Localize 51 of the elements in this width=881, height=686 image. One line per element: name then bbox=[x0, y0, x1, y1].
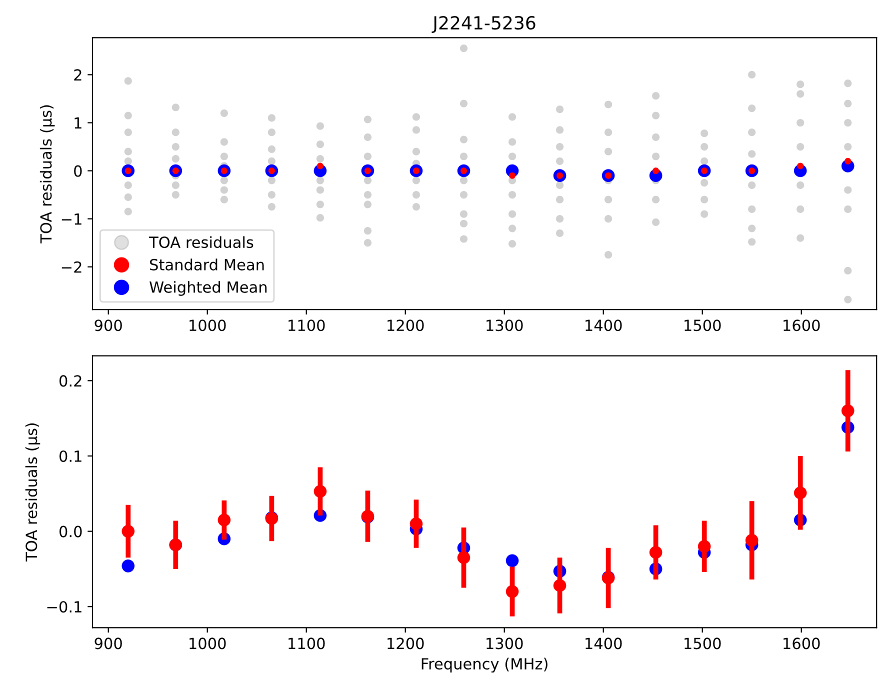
x-tick-label: 900 bbox=[94, 320, 122, 332]
point bbox=[410, 517, 423, 530]
y-tick-label: −0.1 bbox=[47, 601, 82, 613]
point bbox=[506, 585, 519, 598]
x-axis-title: Frequency (MHz) bbox=[422, 658, 548, 673]
point bbox=[509, 172, 516, 179]
point bbox=[652, 168, 660, 174]
x-tick-label: 1300 bbox=[486, 320, 523, 332]
point bbox=[698, 540, 711, 553]
y-tick-label: −2 bbox=[62, 261, 82, 273]
x-tick-label: 1500 bbox=[684, 638, 721, 650]
point bbox=[316, 162, 324, 170]
x-tick-label: 1200 bbox=[388, 320, 424, 332]
x-tick-label: 1600 bbox=[784, 638, 820, 650]
point bbox=[844, 158, 852, 164]
point bbox=[218, 514, 231, 526]
point bbox=[122, 560, 135, 572]
y-tick-label: 0 bbox=[74, 165, 82, 177]
x-tick-label: 1100 bbox=[288, 320, 325, 332]
x-tick-label: 1300 bbox=[486, 638, 523, 650]
x-tick-label: 1000 bbox=[190, 320, 226, 332]
y-tick-label: 1 bbox=[74, 117, 82, 129]
x-tick-label: 1200 bbox=[388, 638, 424, 650]
x-tick-label: 900 bbox=[94, 638, 122, 650]
y-axis-title: TOA residuals (μs) bbox=[40, 105, 55, 244]
x-tick-label: 1500 bbox=[684, 320, 721, 332]
x-tick-label: 1100 bbox=[288, 638, 325, 650]
x-tick-label: 1600 bbox=[784, 320, 820, 332]
y-tick-label: 2 bbox=[74, 69, 82, 81]
point bbox=[745, 534, 758, 547]
legend-label: TOA residuals bbox=[148, 236, 254, 248]
point bbox=[506, 554, 519, 568]
y-tick-label: 0.1 bbox=[59, 450, 82, 462]
point bbox=[457, 551, 470, 564]
point bbox=[794, 486, 807, 500]
x-tick-label: 1000 bbox=[190, 638, 226, 650]
x-tick-label: 1400 bbox=[586, 320, 622, 332]
x-tick-label: 1400 bbox=[586, 638, 622, 650]
point bbox=[553, 579, 566, 592]
legend-label: Standard Mean bbox=[150, 258, 264, 270]
y-tick-label: −1 bbox=[62, 213, 82, 225]
legend-label: Weighted Mean bbox=[150, 281, 267, 296]
point bbox=[841, 404, 854, 418]
point bbox=[314, 484, 327, 498]
point bbox=[797, 162, 804, 170]
y-tick-label: 0.2 bbox=[59, 375, 82, 387]
point bbox=[649, 546, 662, 559]
point bbox=[122, 524, 135, 538]
y-axis-title: TOA residuals (μs) bbox=[25, 423, 40, 562]
y-tick-label: 0.0 bbox=[59, 526, 82, 538]
chart-title: J2241-5236 bbox=[432, 16, 536, 34]
